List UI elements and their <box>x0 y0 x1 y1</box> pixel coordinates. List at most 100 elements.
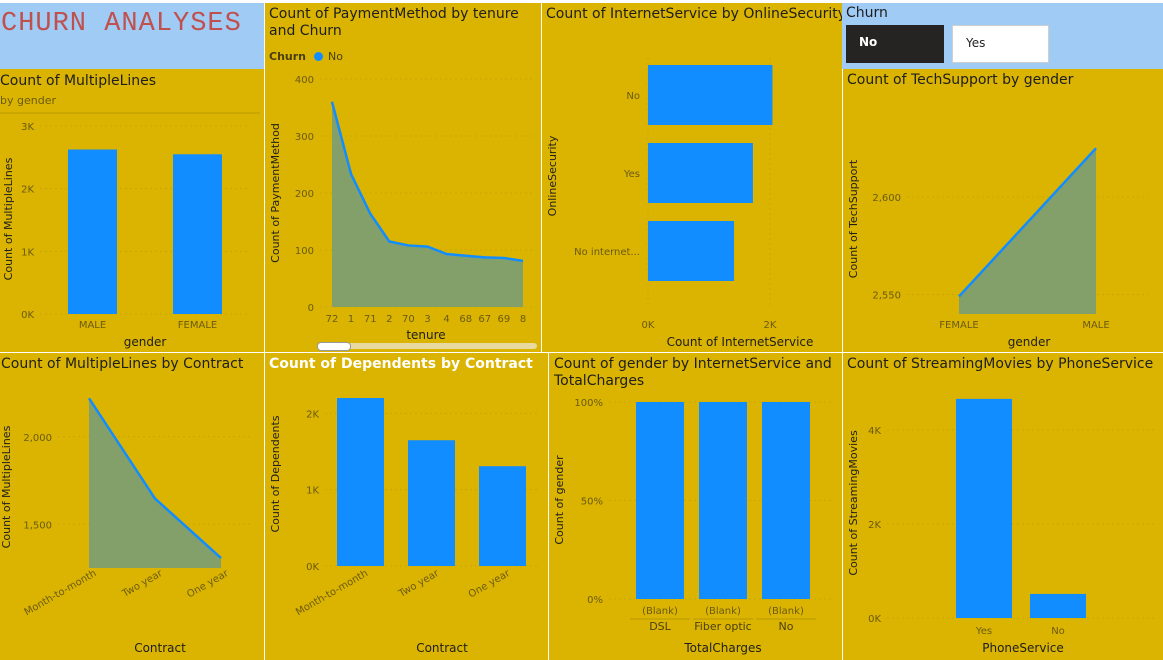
tile-multiplelines-by-contract[interactable]: Count of MultipleLines by Contract 1,500… <box>0 353 264 660</box>
report-title: CHURN ANALYSES <box>1 9 242 39</box>
x-axis-label: Count of InternetService <box>667 335 814 349</box>
x-tick-label: (Blank) <box>768 606 804 617</box>
y-tick-label: No <box>626 91 640 102</box>
y-axis-label: Count of PaymentMethod <box>269 123 282 263</box>
tile-techsupport-by-gender[interactable]: Count of TechSupport by gender 2,550 2,60… <box>843 69 1163 352</box>
legend-dot-icon <box>313 52 323 61</box>
x-tick-label: 3 <box>424 314 430 325</box>
x-tick-label: 67 <box>478 314 491 325</box>
y-tick-label: No internet... <box>574 247 640 258</box>
chart-title: Count of StreamingMovies by PhoneService <box>847 356 1154 372</box>
y-tick-label: 2K <box>21 185 34 196</box>
x-tick-label: One year <box>185 568 231 601</box>
x-tick-label: 72 <box>326 314 339 325</box>
bar <box>648 65 773 125</box>
bar <box>1030 593 1086 618</box>
x-tick-label: 69 <box>498 314 511 325</box>
bar <box>173 154 222 314</box>
chart-title: Count of TechSupport by gender <box>847 72 1074 88</box>
slicer-title: Churn <box>846 5 888 21</box>
legend-title: Churn <box>269 50 306 63</box>
x-tick-label: Two year <box>120 568 165 601</box>
scrollbar-track[interactable] <box>317 343 537 349</box>
y-tick-label: Yes <box>623 169 640 180</box>
y-tick-label: 2,550 <box>872 291 901 302</box>
tile-internet-by-security[interactable]: Count of InternetService by OnlineSecuri… <box>542 3 842 352</box>
tile-streaming-by-phone[interactable]: Count of StreamingMovies by PhoneService… <box>843 353 1163 660</box>
x-tick-label: 4 <box>443 314 449 325</box>
chart-title: Count of InternetService by OnlineSecuri… <box>546 6 842 22</box>
x-axis-label: gender <box>1008 335 1051 349</box>
x-tick-label: 71 <box>364 314 377 325</box>
x-axis-label: PhoneService <box>982 641 1064 655</box>
y-tick-label: 0% <box>587 595 603 606</box>
y-tick-label: 300 <box>295 132 314 143</box>
tile-payment-by-tenure[interactable]: Count of PaymentMethod by tenure and Chu… <box>265 3 541 352</box>
chart-streaming-phone: 0K 2K 4K Yes No PhoneService Count of Streamin… <box>847 398 1154 655</box>
y-tick-label: 2K <box>306 409 319 420</box>
x-tick-label: MALE <box>79 320 106 331</box>
chart-title-line2: TotalCharges <box>554 373 645 389</box>
slicer-option-no[interactable]: No <box>846 25 944 63</box>
x-tick-label: 68 <box>459 314 472 325</box>
y-axis-label: Count of Dependents <box>269 415 282 532</box>
x-tick-label: MALE <box>1082 320 1109 331</box>
y-tick-label: 100% <box>574 398 603 409</box>
y-tick-label: 1,500 <box>23 520 52 531</box>
y-tick-label: 50% <box>581 497 603 508</box>
x-tick-label: One year <box>467 568 513 601</box>
bar <box>68 149 117 314</box>
y-axis-label: Count of gender <box>553 455 566 545</box>
x-tick-label: Fiber optic <box>694 620 751 633</box>
x-tick-label: 8 <box>520 314 526 325</box>
x-tick-label: 2 <box>386 314 392 325</box>
bar <box>648 143 753 203</box>
x-axis-label: tenure <box>406 328 445 342</box>
y-tick-label: 0K <box>868 614 881 625</box>
chart-internet-security: 0K 2K No Yes No internet... Count of Internet… <box>546 58 814 349</box>
tile-gender-by-internet-totalcharges[interactable]: Count of gender by InternetService and T… <box>549 353 842 660</box>
tile-multiplelines-by-gender[interactable]: Count of MultipleLines by gender 0K 1K 2K 3… <box>0 69 264 352</box>
bar <box>408 440 455 566</box>
chart-title: Count of MultipleLines <box>0 73 157 89</box>
x-axis-label: TotalCharges <box>683 641 761 655</box>
x-tick-label: FEMALE <box>178 320 217 331</box>
y-tick-label: 1K <box>21 247 34 258</box>
x-tick-label: Yes <box>975 626 992 637</box>
area-fill <box>959 148 1096 314</box>
chart-techsupport-gender: 2,550 2,600 FEMALE MALE gender Count of TechS… <box>847 147 1148 349</box>
y-tick-label: 200 <box>295 189 314 200</box>
bar <box>636 402 684 599</box>
x-tick-label: Month-to-month <box>294 568 370 618</box>
churn-slicer: Churn No Yes <box>842 3 1163 69</box>
x-axis-label: gender <box>124 335 167 349</box>
chart-payment-tenure: 0 100 200 300 400 72 1 71 2 70 3 4 68 67 69 8 tenure Coun… <box>269 75 535 342</box>
x-axis-label: Contract <box>416 641 468 655</box>
chart-title-line2: and Churn <box>269 23 342 39</box>
legend-item: No <box>328 50 343 63</box>
x-tick-label: 2K <box>764 320 777 331</box>
chart-gender-internet-totalcharges: 0% 50% 100% (Blank) DSL (Blank) Fiber optic (Bl… <box>553 398 831 655</box>
x-tick-label: FEMALE <box>939 320 978 331</box>
chart-multiplelines-gender: 0K 1K 2K 3K MALE FEMALE gender Count of Multipl… <box>0 112 260 349</box>
y-axis-label: OnlineSecurity <box>546 135 559 216</box>
y-tick-label: 2,000 <box>23 433 52 444</box>
y-tick-label: 0K <box>306 562 319 573</box>
bar <box>337 398 384 566</box>
tile-dependents-by-contract[interactable]: Count of Dependents by Contract 0K 1K 2K Mo… <box>265 353 548 660</box>
x-tick-label: 70 <box>402 314 415 325</box>
bar <box>956 398 1012 618</box>
x-tick-label: No <box>1051 626 1065 637</box>
y-tick-label: 4K <box>868 426 881 437</box>
report-header: CHURN ANALYSES <box>0 3 264 69</box>
bar <box>699 402 747 599</box>
x-axis-label: Contract <box>134 641 186 655</box>
scrollbar-thumb[interactable] <box>317 342 351 351</box>
x-tick-label: (Blank) <box>642 606 678 617</box>
slicer-option-yes-label: Yes <box>966 36 986 50</box>
legend: Churn No <box>269 50 343 63</box>
x-tick-label: (Blank) <box>705 606 741 617</box>
slicer-option-yes[interactable]: Yes <box>952 25 1049 63</box>
x-tick-label: Two year <box>396 568 441 601</box>
y-axis-label: Count of MultipleLines <box>0 425 13 548</box>
